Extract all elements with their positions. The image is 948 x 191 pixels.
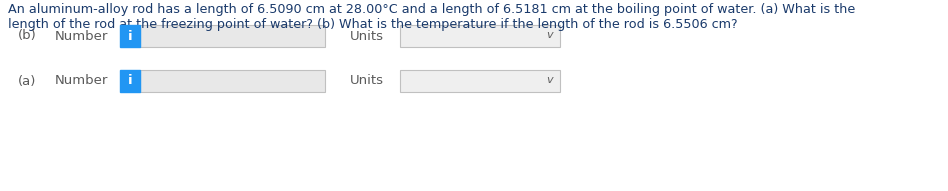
Text: Units: Units [350,29,384,43]
Text: (a): (a) [18,74,36,87]
Text: Number: Number [55,74,108,87]
Text: Units: Units [350,74,384,87]
Text: length of the rod at the freezing point of water? (b) What is the temperature if: length of the rod at the freezing point … [8,18,738,31]
Text: v: v [547,75,554,85]
FancyBboxPatch shape [400,70,560,92]
FancyBboxPatch shape [140,25,325,47]
Text: (b): (b) [18,29,37,43]
Text: i: i [128,74,133,87]
FancyBboxPatch shape [120,25,140,47]
FancyBboxPatch shape [120,70,140,92]
FancyBboxPatch shape [400,25,560,47]
Text: i: i [128,29,133,43]
FancyBboxPatch shape [140,70,325,92]
Text: An aluminum-alloy rod has a length of 6.5090 cm at 28.00°C and a length of 6.518: An aluminum-alloy rod has a length of 6.… [8,3,855,16]
Text: Number: Number [55,29,108,43]
Text: v: v [547,30,554,40]
